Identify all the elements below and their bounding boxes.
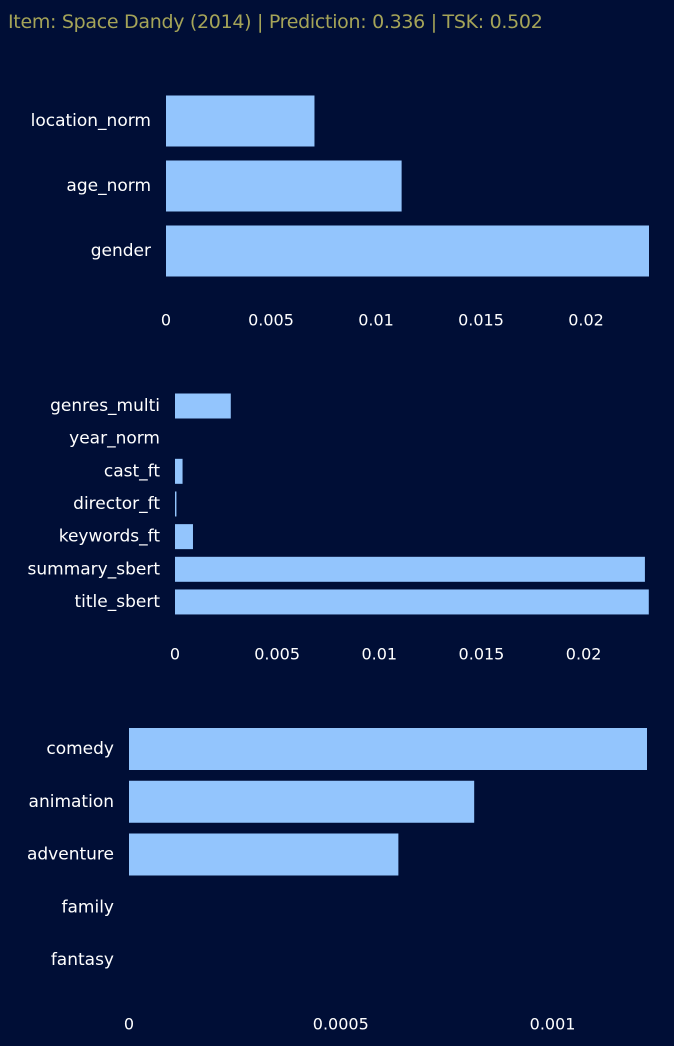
chart-item-features: genres_multi year_norm cast_ft director_ftk…: [28, 393, 649, 664]
bar-gender: [166, 225, 649, 277]
x-tick-label: 0.01: [361, 645, 397, 664]
bar-comedy: [129, 728, 647, 770]
category-label-genres-multi: genres_multi: [50, 396, 160, 416]
category-label-keywords-ft: keywords_ft: [59, 527, 161, 547]
category-label-title-sbert: title_sbert: [75, 592, 161, 612]
page-title: Item: Space Dandy (2014) | Prediction: 0…: [8, 11, 543, 33]
category-label-director-ft: director_ft: [73, 494, 160, 514]
category-label-fantasy: fantasy: [51, 950, 114, 970]
bar-cast-ft: [175, 458, 183, 484]
x-tick-label: 0: [161, 311, 171, 330]
category-label-animation: animation: [29, 792, 114, 812]
x-tick-label: 0.02: [566, 645, 602, 664]
bar-title-sbert: [175, 589, 649, 615]
x-tick-label: 0.015: [459, 645, 505, 664]
x-tick-label: 0.0005: [313, 1015, 369, 1034]
bar-director-ft: [175, 491, 177, 517]
category-label-adventure: adventure: [27, 845, 114, 865]
x-tick-label: 0.015: [458, 311, 504, 330]
bar-age-norm: [166, 160, 402, 212]
bar-summary-sbert: [175, 556, 645, 582]
x-tick-label: 0.005: [248, 311, 294, 330]
x-tick-label: 0: [124, 1015, 134, 1034]
category-label-year-norm: year_norm: [69, 429, 160, 449]
category-label-gender: gender: [91, 241, 151, 261]
x-tick-label: 0.01: [358, 311, 394, 330]
x-tick-label: 0.02: [568, 311, 604, 330]
x-tick-label: 0.001: [530, 1015, 576, 1034]
bar-genres-multi: [175, 393, 231, 419]
bar-adventure: [129, 833, 399, 876]
x-tick-label: 0.005: [254, 645, 300, 664]
bar-animation: [129, 780, 475, 823]
bar-location-norm: [166, 95, 315, 147]
category-label-location-norm: location_norm: [31, 111, 151, 131]
bar-keywords-ft: [175, 524, 193, 550]
category-label-comedy: comedy: [46, 739, 114, 759]
category-label-age-norm: age_norm: [66, 176, 151, 196]
chart-genre-features: comedy animation adventure family fantasy 0 0.…: [27, 728, 647, 1034]
x-tick-label: 0: [170, 645, 180, 664]
category-label-summary-sbert: summary_sbert: [28, 559, 161, 579]
category-label-family: family: [62, 897, 114, 917]
category-label-cast-ft: cast_ft: [104, 461, 160, 481]
